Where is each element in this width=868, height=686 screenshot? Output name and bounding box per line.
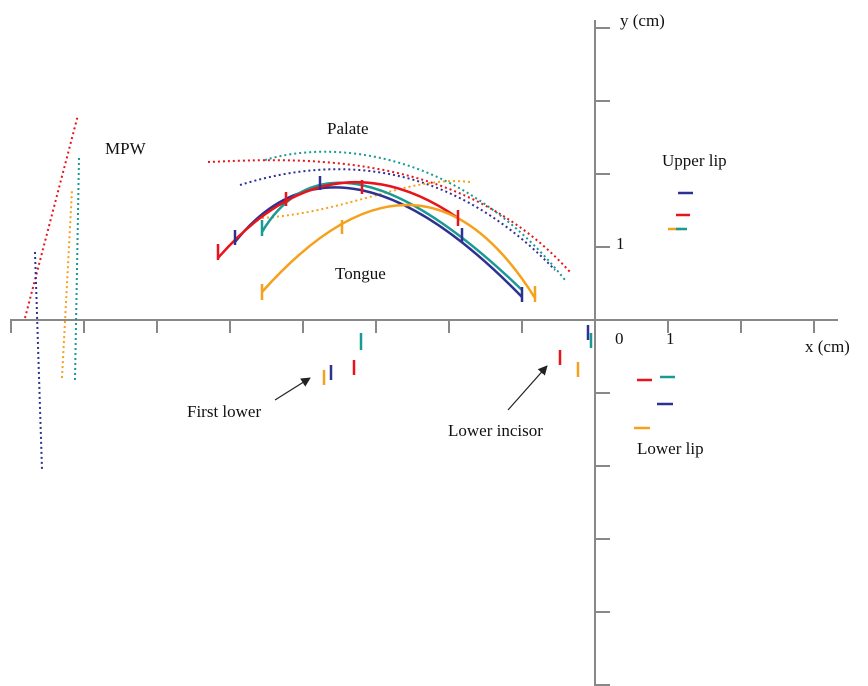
lip-marks [634, 191, 693, 430]
tick-label: 1 [616, 234, 625, 253]
axis-label: x (cm) [805, 337, 850, 356]
label: Upper lip [662, 151, 727, 170]
tick-label: 1 [666, 329, 675, 348]
arrow [274, 377, 311, 401]
arrow [507, 365, 548, 411]
label: First lower [187, 402, 261, 421]
teeth-marks [322, 325, 593, 385]
mpw-lines [24, 114, 80, 471]
tongue-contours [216, 176, 537, 302]
label: Lower lip [637, 439, 704, 458]
label: MPW [105, 139, 147, 158]
label: Lower incisor [448, 421, 543, 440]
label: Tongue [335, 264, 386, 283]
tick-label: 0 [615, 329, 624, 348]
label: Palate [327, 119, 369, 138]
axis-label: y (cm) [620, 11, 665, 30]
axes [10, 20, 838, 686]
